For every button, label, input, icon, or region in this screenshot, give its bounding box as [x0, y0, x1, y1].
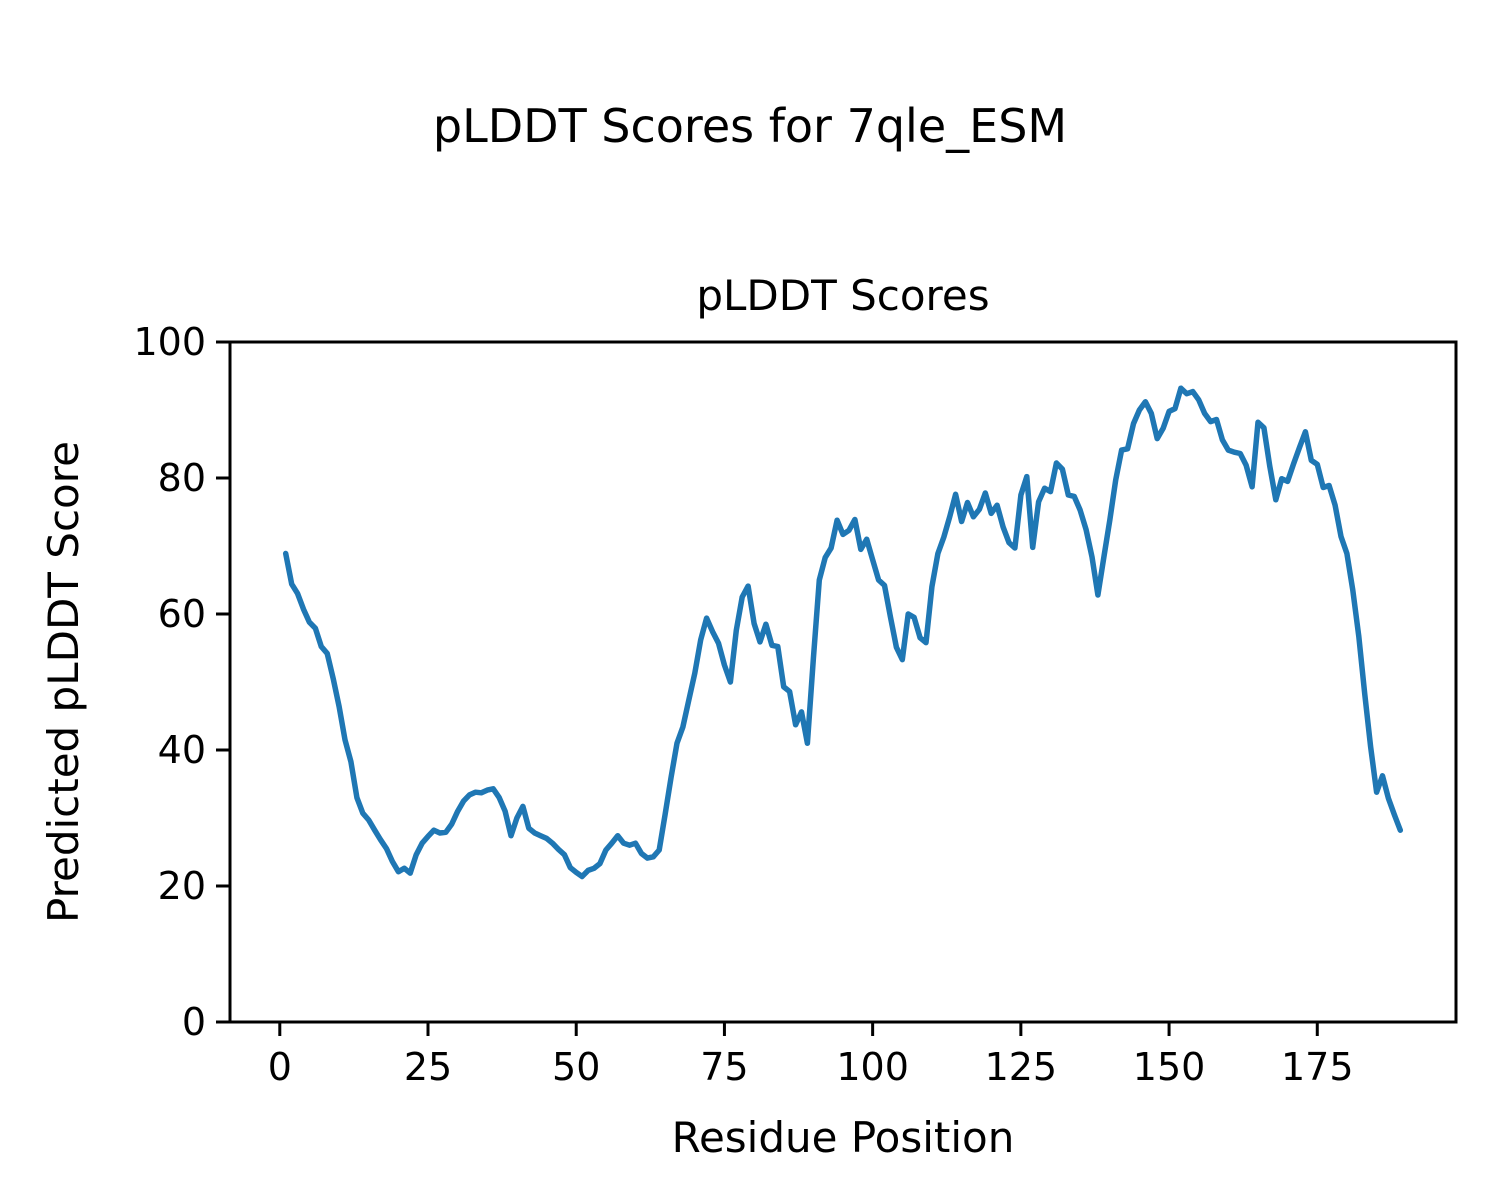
axes-frame [228, 340, 1458, 1024]
y-tick-label: 60 [158, 592, 206, 636]
x-tick-label: 75 [700, 1045, 748, 1089]
y-tick-label: 100 [133, 320, 206, 364]
x-tick-label: 150 [1133, 1045, 1206, 1089]
y-tick-label: 20 [158, 864, 206, 908]
plddt-series-line [282, 385, 1404, 880]
axes-title: pLDDT Scores [696, 271, 989, 320]
y-axis-label: Predicted pLDDT Score [39, 441, 88, 923]
x-tick-label: 100 [836, 1045, 909, 1089]
x-tick-label: 25 [404, 1045, 452, 1089]
x-tick-label: 50 [552, 1045, 600, 1089]
figure-suptitle: pLDDT Scores for 7qle_ESM [433, 99, 1067, 153]
y-tick-label: 40 [158, 728, 206, 772]
x-tick-label: 0 [268, 1045, 292, 1089]
y-tick-label: 0 [182, 1000, 206, 1044]
y-tick-label: 80 [158, 456, 206, 500]
x-tick-label: 175 [1281, 1045, 1354, 1089]
x-tick-label: 125 [985, 1045, 1058, 1089]
axis-ticks: 0 25 50 75 100 125 150 175 0 20 40 60 80 100 [133, 320, 1353, 1089]
x-axis-label: Residue Position [672, 1113, 1015, 1162]
